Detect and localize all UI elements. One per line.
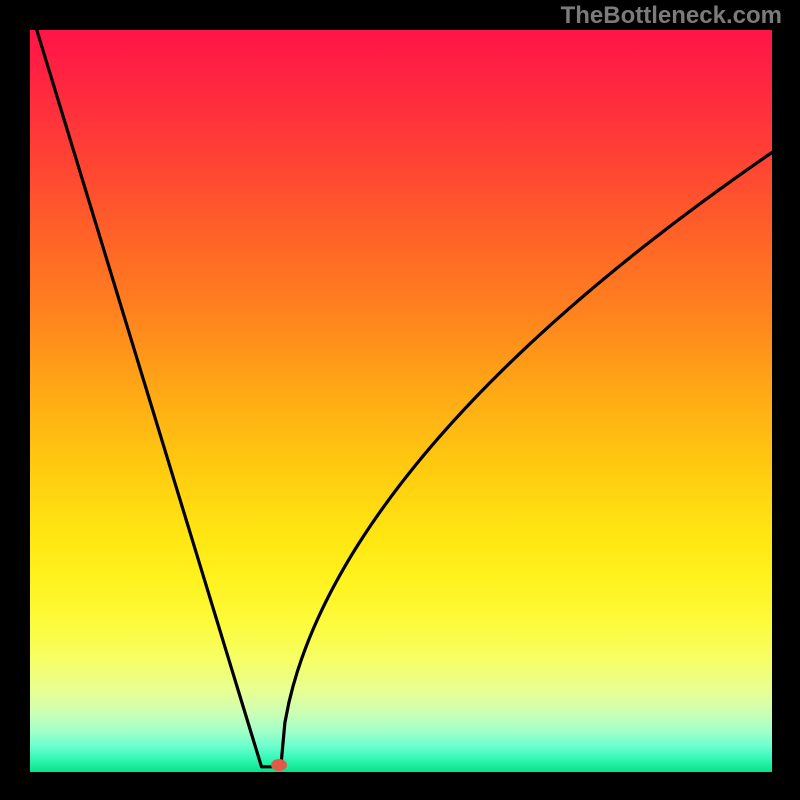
chart-stage: TheBottleneck.com [0,0,800,800]
watermark-text: TheBottleneck.com [561,2,782,30]
optimum-marker [271,759,287,771]
plot-gradient-background [30,30,772,772]
